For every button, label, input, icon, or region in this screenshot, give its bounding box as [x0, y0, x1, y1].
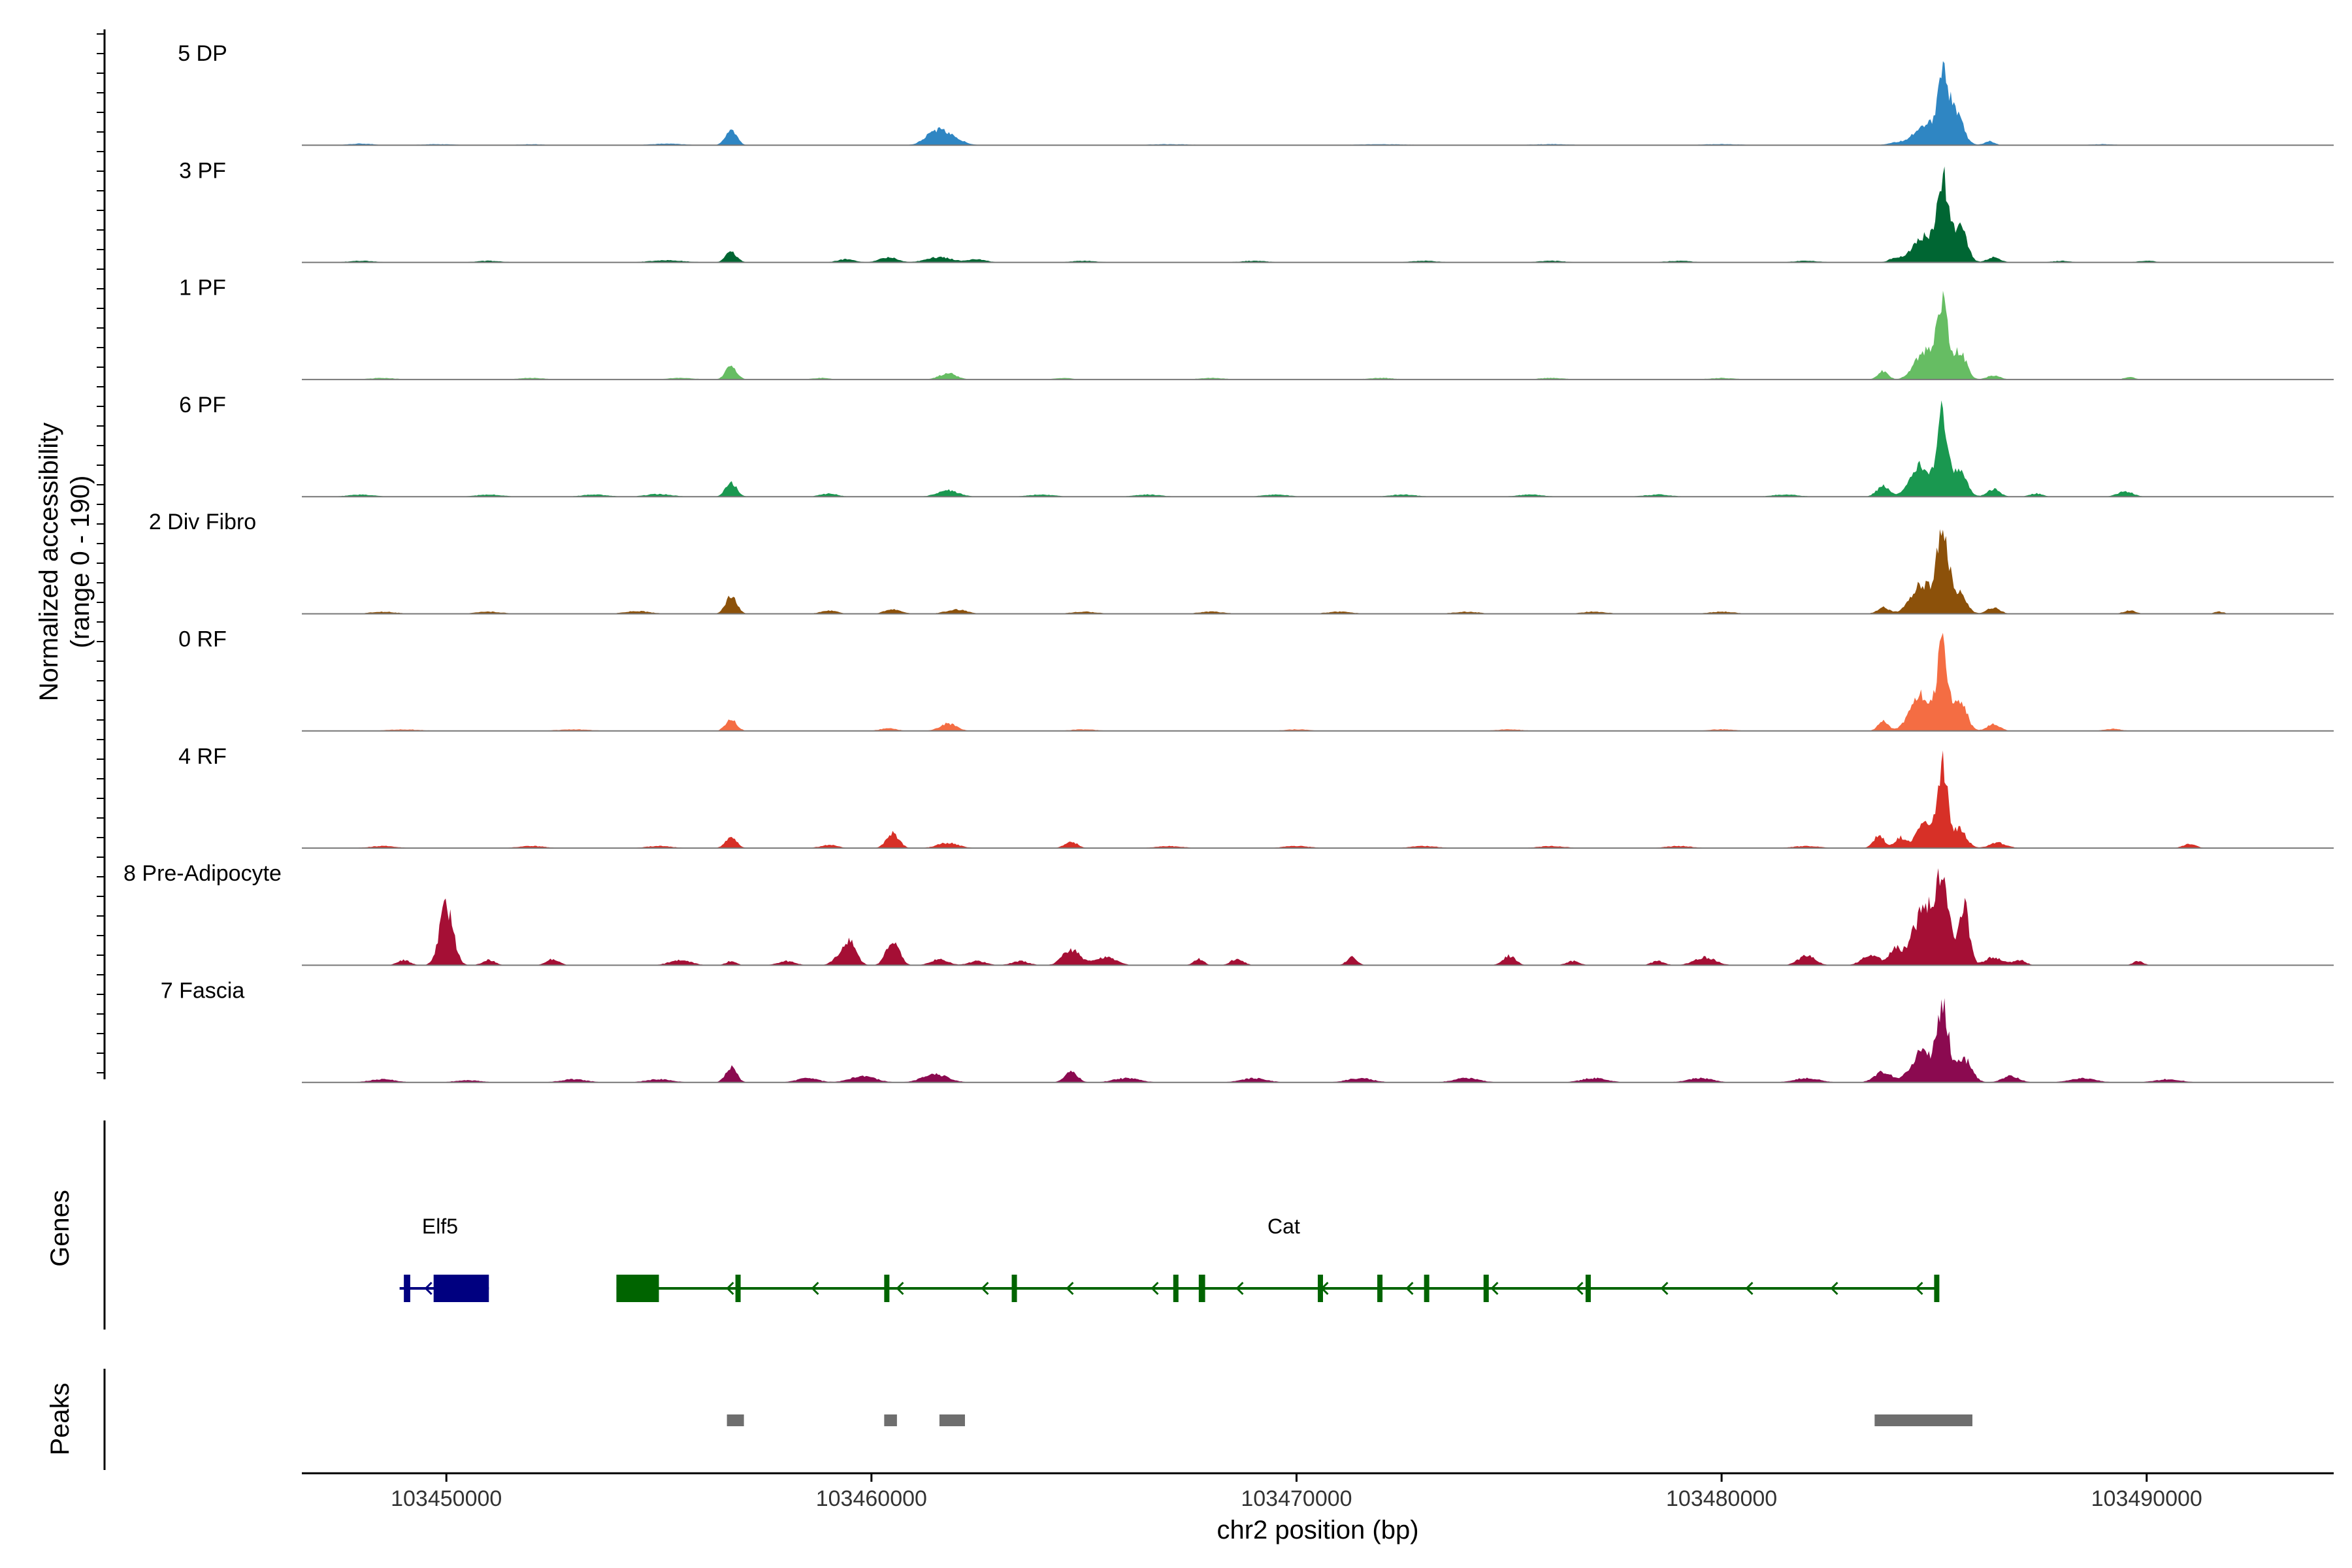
peak-region [1874, 1414, 1972, 1426]
exon [616, 1275, 659, 1302]
peak-region [884, 1414, 897, 1426]
exon [1934, 1275, 1940, 1302]
x-tick-label: 103480000 [1666, 1486, 1777, 1511]
x-tick-label: 103470000 [1241, 1486, 1352, 1511]
strand-arrow [1830, 1281, 1838, 1296]
gene-elf5: Elf5 [399, 1215, 489, 1302]
x-tick-label: 103450000 [391, 1486, 502, 1511]
peaks-panel-label: Peaks [46, 1382, 74, 1455]
coverage-area [302, 632, 2334, 731]
strand-arrow [811, 1281, 819, 1296]
track-1: 3 PF [179, 158, 2334, 263]
track-0: 5 DP [178, 41, 2334, 146]
exon [433, 1275, 489, 1302]
track-4: 2 Div Fibro [149, 510, 2334, 615]
coverage-area [302, 400, 2334, 497]
strand-arrow [726, 1281, 734, 1296]
gene-cat: Cat [616, 1215, 1940, 1302]
strand-arrow [1660, 1281, 1669, 1296]
track-label: 3 PF [179, 158, 226, 183]
peak-region [727, 1414, 744, 1426]
track-8: 7 Fascia [161, 978, 2334, 1083]
track-label: 0 RF [178, 627, 227, 652]
exon [735, 1275, 741, 1302]
strand-arrow [1405, 1281, 1414, 1296]
exon [884, 1275, 890, 1302]
peak-region [939, 1414, 965, 1426]
exon [1483, 1275, 1489, 1302]
strand-arrow [1575, 1281, 1584, 1296]
track-6: 4 RF [178, 744, 2334, 849]
track-label: 2 Div Fibro [149, 510, 256, 534]
track-3: 6 PF [179, 393, 2334, 498]
strand-arrow [424, 1281, 433, 1296]
strand-arrow [1066, 1281, 1074, 1296]
coverage-tracks: 5 DP 3 PF 1 PF 6 PF 2 Div Fibro 0 RF 4 RF 8 Pre… [123, 41, 2334, 1083]
strand-arrow [1915, 1281, 1923, 1296]
track-7: 8 Pre-Adipocyte [123, 861, 2334, 966]
strand-arrow [1745, 1281, 1754, 1296]
exon [1011, 1275, 1017, 1302]
exon [1585, 1275, 1591, 1302]
track-label: 7 Fascia [161, 978, 245, 1003]
track-label: 6 PF [179, 393, 226, 417]
gene-label: Elf5 [422, 1215, 458, 1238]
track-2: 1 PF [179, 276, 2334, 380]
peak-regions [727, 1414, 1972, 1426]
coverage-area [302, 750, 2334, 849]
track-label: 5 DP [178, 41, 227, 66]
gene-annotations: Elf5 Cat [399, 1215, 1940, 1302]
strand-arrow [1235, 1281, 1244, 1296]
exon [1424, 1275, 1429, 1302]
y-axis-title-line1: Normalized accessibility [35, 423, 63, 702]
exon [1198, 1275, 1205, 1302]
x-tick-label: 103460000 [816, 1486, 927, 1511]
y-axis-title-line2: (range 0 - 190) [66, 476, 95, 649]
exon [1377, 1275, 1383, 1302]
coverage-area [302, 868, 2334, 966]
coverage-area [302, 529, 2334, 614]
x-tick-label: 103490000 [2091, 1486, 2202, 1511]
strand-arrow [1490, 1281, 1499, 1296]
exon [404, 1275, 410, 1302]
coverage-area [302, 291, 2334, 380]
track-5: 0 RF [178, 627, 2334, 732]
track-label: 4 RF [178, 744, 227, 769]
x-axis-ticks: 103450000 103460000 103470000 103480000 1034… [391, 1473, 2202, 1511]
track-label: 8 Pre-Adipocyte [123, 861, 282, 886]
strand-arrow [981, 1281, 989, 1296]
coverage-area [302, 998, 2334, 1083]
coverage-y-ticks [97, 33, 105, 1073]
genes-panel-label: Genes [46, 1190, 74, 1267]
x-axis-title: chr2 position (bp) [1217, 1516, 1418, 1544]
exon [1173, 1275, 1179, 1302]
gene-label: Cat [1267, 1215, 1300, 1238]
exon [1318, 1275, 1323, 1302]
track-label: 1 PF [179, 276, 226, 301]
coverage-area [302, 61, 2334, 146]
coverage-area [302, 166, 2334, 263]
strand-arrow [1151, 1281, 1159, 1296]
strand-arrow [896, 1281, 904, 1296]
